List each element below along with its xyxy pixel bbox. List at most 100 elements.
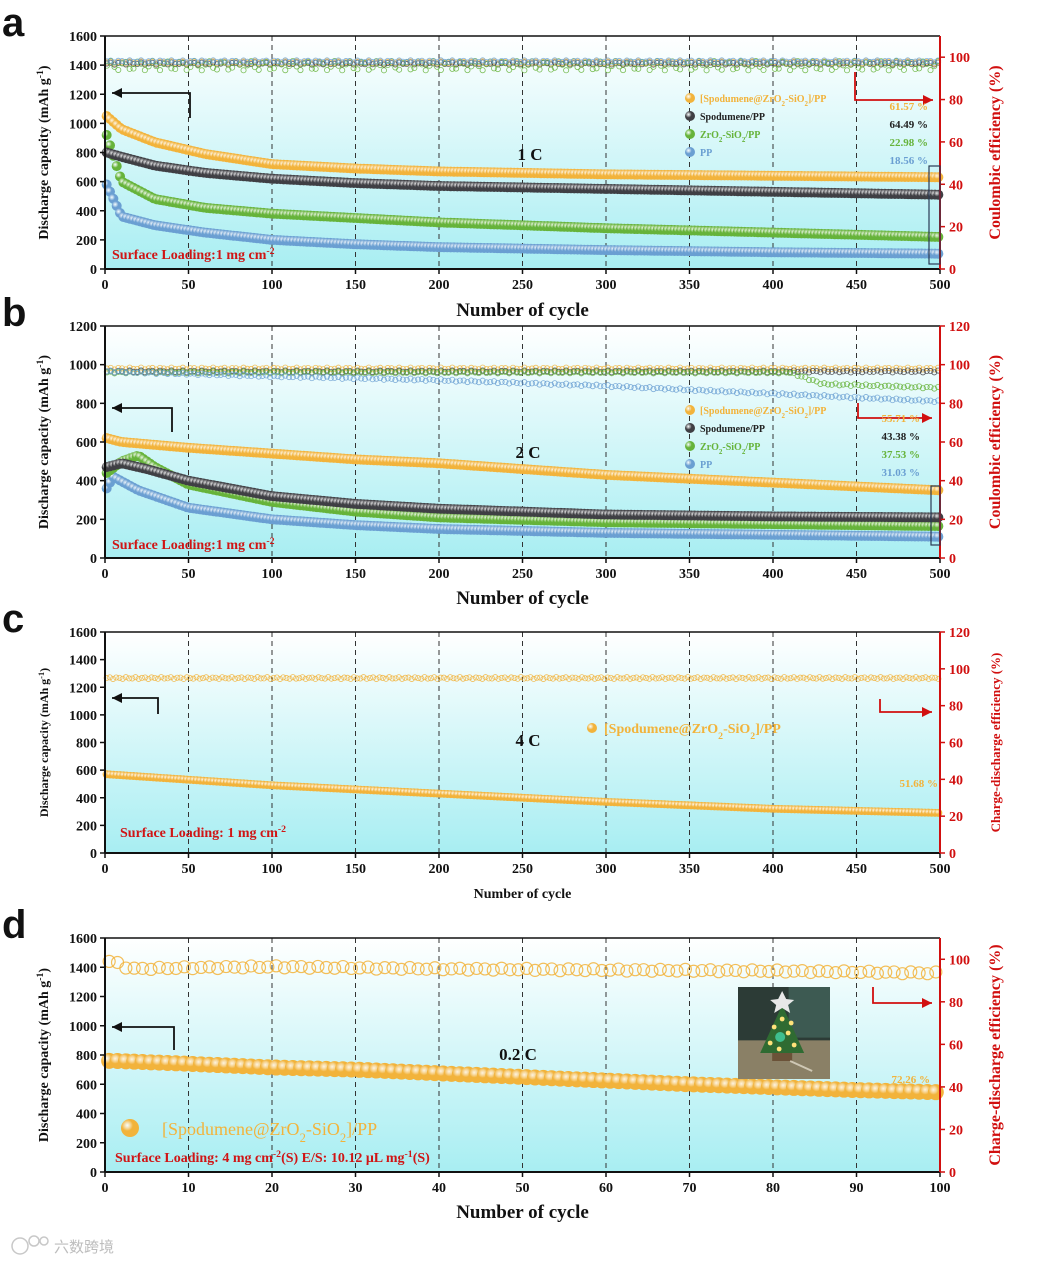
capacity-point <box>101 130 112 141</box>
light-icon <box>791 1042 797 1048</box>
efficiency-point <box>677 66 684 73</box>
efficiency-point <box>608 59 615 66</box>
efficiency-point <box>927 67 934 74</box>
efficiency-point <box>221 57 228 64</box>
efficiency-point <box>373 58 380 65</box>
panel-a: a0 50 100 150 200 250 300 350 400 450 500020040060… <box>2 1 1004 321</box>
y-tick-label: 400 <box>76 475 97 490</box>
efficiency-point <box>525 59 532 66</box>
efficiency-point <box>574 64 581 71</box>
efficiency-point <box>779 57 786 64</box>
efficiency-point <box>141 59 148 66</box>
x-tick-label: 100 <box>930 1181 951 1196</box>
efficiency-point <box>510 59 517 66</box>
efficiency-point <box>741 58 748 65</box>
efficiency-point <box>582 60 589 67</box>
efficiency-point <box>851 57 858 64</box>
capacity-point <box>933 512 944 523</box>
x-tick-label: 450 <box>846 862 867 877</box>
panel-b: b0 50 100 150 200 250 300 350 400 450 500020040060… <box>2 291 1004 609</box>
efficiency-point <box>251 59 258 66</box>
x-tick-label: 50 <box>182 278 196 293</box>
efficiency-point <box>392 61 399 68</box>
y-tick-label: 0 <box>90 263 97 278</box>
efficiency-point <box>783 58 790 65</box>
efficiency-point <box>585 58 592 65</box>
x-tick-label: 70 <box>683 1181 697 1196</box>
efficiency-point <box>699 58 706 65</box>
y-tick-label: 1000 <box>69 709 97 724</box>
efficiency-point <box>335 59 342 66</box>
x-tick-label: 250 <box>512 862 533 877</box>
efficiency-point <box>403 58 410 65</box>
y-tick-label: 200 <box>76 234 97 249</box>
efficiency-point <box>312 59 319 66</box>
x-tick-label: 350 <box>679 278 700 293</box>
x-axis-title: Number of cycle <box>456 588 589 609</box>
efficiency-point <box>551 57 558 64</box>
efficiency-point <box>441 58 448 65</box>
efficiency-point <box>396 66 403 73</box>
x-tick-label: 200 <box>429 278 450 293</box>
efficiency-point <box>107 57 114 64</box>
efficiency-point <box>749 59 756 66</box>
efficiency-point <box>240 57 247 64</box>
efficiency-point <box>141 61 148 68</box>
efficiency-point <box>460 57 467 64</box>
efficiency-point <box>646 66 653 73</box>
efficiency-point <box>475 59 482 66</box>
x-tick-label: 200 <box>429 862 450 877</box>
efficiency-point <box>157 67 164 74</box>
x-tick-label: 150 <box>345 862 366 877</box>
efficiency-point <box>126 57 133 64</box>
efficiency-point <box>468 57 475 64</box>
efficiency-point <box>487 58 494 65</box>
y-right-tick-label: 0 <box>949 1166 956 1181</box>
efficiency-point <box>236 59 243 66</box>
retention-value: 37.53 % <box>882 449 921 461</box>
y-tick-label: 1600 <box>69 932 97 947</box>
efficiency-point <box>365 57 372 64</box>
efficiency-point <box>434 61 441 68</box>
efficiency-point <box>343 58 350 65</box>
efficiency-point <box>836 59 843 66</box>
efficiency-point <box>563 67 570 74</box>
efficiency-point <box>293 59 300 66</box>
watermark: 六数跨境 <box>54 1238 114 1256</box>
efficiency-point <box>270 65 277 72</box>
efficiency-point <box>282 67 289 74</box>
x-tick-label: 60 <box>599 1181 613 1196</box>
x-tick-label: 300 <box>596 567 617 582</box>
x-tick-label: 100 <box>262 862 283 877</box>
x-tick-label: 150 <box>345 278 366 293</box>
efficiency-point <box>263 57 270 64</box>
y-tick-label: 1200 <box>69 991 97 1006</box>
efficiency-point <box>612 58 619 65</box>
efficiency-point <box>813 58 820 65</box>
legend-marker <box>587 723 597 733</box>
retention-value: 72.26 % <box>892 1074 931 1086</box>
efficiency-point <box>138 60 145 67</box>
efficiency-point <box>574 59 581 66</box>
efficiency-point <box>126 65 133 72</box>
efficiency-point <box>631 65 638 72</box>
efficiency-point <box>229 60 236 67</box>
efficiency-point <box>828 58 835 65</box>
efficiency-point <box>745 61 752 68</box>
efficiency-point <box>506 59 513 66</box>
efficiency-point <box>517 59 524 66</box>
y-right-tick-label: 100 <box>949 359 970 374</box>
efficiency-point <box>931 61 938 68</box>
efficiency-point <box>327 59 334 66</box>
efficiency-point <box>912 58 919 65</box>
efficiency-point <box>407 66 414 73</box>
efficiency-point <box>589 59 596 66</box>
y-tick-label: 800 <box>76 147 97 162</box>
y-right-axis-title: Coulombic efficiency (%) <box>987 65 1004 239</box>
efficiency-point <box>806 59 813 66</box>
watermark-ring <box>11 1237 29 1255</box>
efficiency-point <box>491 59 498 66</box>
rate-label: 1 C <box>517 145 542 164</box>
y-tick-label: 200 <box>76 819 97 834</box>
